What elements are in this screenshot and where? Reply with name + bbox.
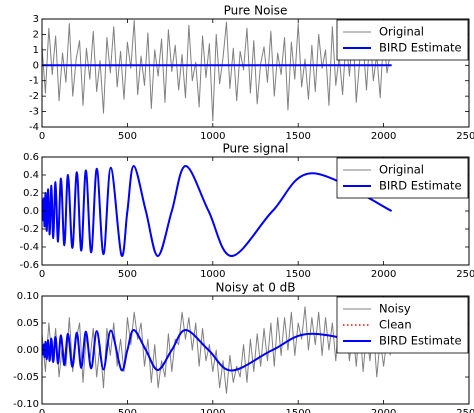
series-line (42, 20, 391, 122)
chart-title: Pure Noise (224, 4, 288, 18)
legend: Original BIRD Estimate (336, 19, 469, 61)
y-tick-label: 0.4 (23, 170, 39, 181)
x-tick-label: 2500 (456, 408, 474, 413)
x-tick-label: 1000 (200, 408, 225, 413)
x-tick-label: 1000 (200, 131, 225, 142)
x-tick-label: 2500 (456, 269, 474, 280)
y-tick-label: -2 (29, 91, 39, 102)
series-line (42, 165, 393, 257)
y-tick-label: -0.2 (19, 224, 39, 235)
legend-label: Original (379, 25, 424, 39)
plot-area (42, 165, 393, 257)
y-tick-label: 0 (33, 60, 39, 71)
x-tick-label: 2500 (456, 131, 474, 142)
x-tick-label: 500 (118, 269, 137, 280)
y-tick-label: -0.10 (13, 399, 39, 410)
legend: Original BIRD Estimate (336, 157, 469, 199)
y-tick-label: 0.05 (17, 318, 39, 329)
x-tick-label: 500 (118, 408, 137, 413)
y-tick-label: 0.6 (23, 152, 39, 163)
y-tick-label: 3 (33, 14, 39, 25)
y-tick-label: -1 (29, 76, 39, 87)
legend-label: Clean (379, 318, 412, 332)
y-tick-label: -0.6 (19, 260, 39, 271)
legend: Noisy Clean BIRD Estimate (336, 296, 469, 354)
axes-frame (41, 156, 470, 266)
series-line (42, 329, 392, 372)
x-tick-label: 2000 (371, 408, 396, 413)
x-tick-label: 2000 (371, 269, 396, 280)
x-tick-label: 1000 (200, 269, 225, 280)
subplot: Pure Noise 0 500 1000 1500 2000 2500 -4 -3 -2 -1 0 1… (29, 4, 474, 143)
x-tick-label: 1500 (285, 408, 310, 413)
legend-box (336, 296, 469, 354)
x-tick-label: 1500 (285, 131, 310, 142)
subplot: Pure signal 0 500 1000 1500 2000 2500 -0.6 -0.4 -… (19, 142, 474, 281)
legend-label: BIRD Estimate (379, 334, 462, 348)
x-tick-label: 0 (39, 131, 45, 142)
plot-area (42, 20, 392, 122)
legend-label: Noisy (379, 302, 411, 316)
chart-title: Noisy at 0 dB (216, 281, 296, 295)
y-tick-label: 2 (33, 29, 39, 40)
x-tick-label: 2000 (371, 131, 396, 142)
y-tick-label: 0.10 (17, 291, 39, 302)
legend-label: BIRD Estimate (379, 41, 462, 55)
y-tick-label: 0.00 (17, 345, 39, 356)
axes-frame (41, 18, 470, 128)
y-tick-label: 0.2 (23, 188, 39, 199)
x-tick-label: 0 (39, 408, 45, 413)
legend-box (336, 19, 469, 61)
x-tick-label: 500 (118, 131, 137, 142)
y-tick-label: -4 (29, 122, 39, 133)
x-tick-label: 0 (39, 269, 45, 280)
y-tick-label: -0.4 (19, 242, 39, 253)
y-tick-label: 1 (33, 45, 39, 56)
plot-area (42, 306, 392, 394)
legend-label: Original (379, 163, 424, 177)
axes-frame (41, 295, 470, 405)
subplot: Noisy at 0 dB 0 500 1000 1500 2000 2500 -0.10 -0… (13, 281, 474, 413)
y-tick-label: -0.05 (13, 372, 39, 383)
x-tick-label: 1500 (285, 269, 310, 280)
chart-title: Pure signal (223, 142, 289, 156)
y-tick-label: 0.0 (23, 206, 39, 217)
legend-label: BIRD Estimate (379, 179, 462, 193)
legend-box (336, 157, 469, 199)
y-tick-label: -3 (29, 107, 39, 118)
